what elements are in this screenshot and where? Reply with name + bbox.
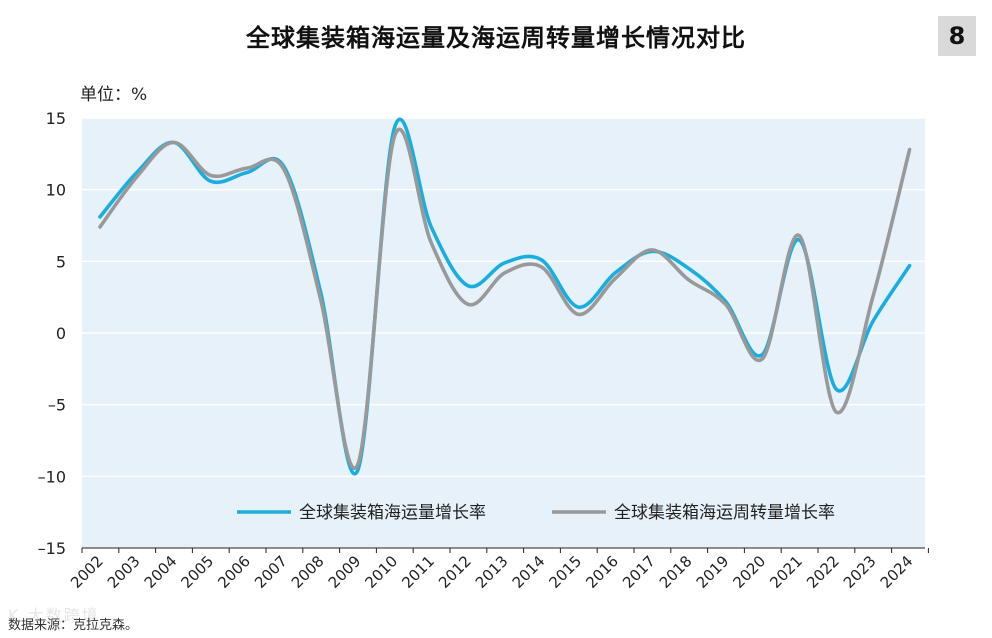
- y-tick-label: –5: [48, 396, 66, 415]
- x-tick-label: 2011: [398, 552, 438, 592]
- x-tick-label: 2005: [177, 552, 217, 592]
- x-tick-label: 2003: [104, 552, 144, 592]
- unit-label: 单位：%: [80, 85, 148, 105]
- x-tick-label: 2020: [729, 552, 769, 592]
- y-tick-label: 5: [56, 252, 66, 271]
- x-tick-label: 2012: [435, 552, 475, 592]
- x-tick-label: 2007: [251, 552, 291, 592]
- y-tick-label: 10: [46, 181, 66, 200]
- x-tick-label: 2013: [472, 552, 512, 592]
- gridlines: [82, 117, 925, 478]
- y-tick-label: –10: [38, 467, 66, 486]
- series-line-turnover: [98, 127, 912, 470]
- x-tick-label: 2017: [619, 552, 659, 592]
- y-tick-label: 15: [46, 109, 66, 128]
- y-axis: 15 10 5 0 –5 –10 –15: [38, 109, 66, 558]
- figure-number-badge: 8: [938, 16, 976, 56]
- x-tick-label: 2004: [141, 552, 181, 592]
- x-tick-label: 2015: [545, 552, 585, 592]
- series-lines: [98, 117, 912, 476]
- x-tick-label: 2023: [840, 552, 880, 592]
- x-tick-label: 2022: [803, 552, 843, 592]
- legend: 全球集装箱海运量增长率 全球集装箱海运周转量增长率: [237, 503, 835, 523]
- x-tick-label: 2002: [67, 552, 107, 592]
- x-tick-label: 2019: [693, 552, 733, 592]
- data-source-note: 数据来源：克拉克森。: [8, 618, 139, 633]
- x-tick-label: 2006: [214, 552, 254, 592]
- x-tick-label: 2016: [582, 552, 622, 592]
- chart-title: 全球集装箱海运量及海运周转量增长情况对比: [246, 24, 746, 52]
- y-tick-label: 0: [56, 324, 66, 343]
- x-tick-label: 2014: [509, 552, 549, 592]
- x-tick-label: 2018: [656, 552, 696, 592]
- x-tick-label: 2008: [288, 552, 328, 592]
- y-tick-label: –15: [38, 539, 66, 558]
- x-axis: 2002200320042005200620072008200920102011…: [67, 547, 929, 592]
- legend-label: 全球集装箱海运周转量增长率: [614, 503, 835, 523]
- x-tick-label: 2010: [361, 552, 401, 592]
- watermark: K 大数跨境: [8, 606, 100, 625]
- x-tick-label: 2021: [766, 552, 806, 592]
- legend-label: 全球集装箱海运量增长率: [299, 503, 486, 523]
- x-tick-label: 2009: [325, 552, 365, 592]
- x-tick-label: 2024: [877, 552, 917, 592]
